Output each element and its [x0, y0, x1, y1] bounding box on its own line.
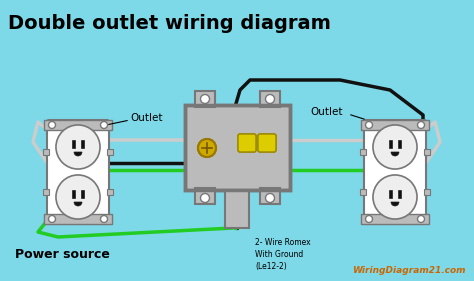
Bar: [72, 140, 75, 148]
Bar: [43, 149, 49, 155]
Wedge shape: [391, 152, 399, 156]
Bar: [424, 189, 430, 195]
Bar: [195, 91, 215, 107]
Bar: [195, 188, 215, 204]
Circle shape: [365, 216, 373, 223]
Bar: [360, 149, 366, 155]
Bar: [107, 149, 113, 155]
Bar: [44, 120, 112, 130]
Circle shape: [100, 121, 108, 128]
FancyBboxPatch shape: [258, 134, 276, 152]
Circle shape: [198, 139, 216, 157]
Bar: [107, 189, 113, 195]
Circle shape: [418, 121, 425, 128]
Wedge shape: [74, 202, 82, 206]
Wedge shape: [391, 202, 399, 206]
Bar: [361, 214, 429, 224]
Bar: [424, 149, 430, 155]
Circle shape: [56, 125, 100, 169]
Circle shape: [373, 125, 417, 169]
Wedge shape: [74, 152, 82, 156]
Bar: [81, 190, 84, 198]
Text: Power source: Power source: [15, 248, 110, 260]
Bar: [185, 105, 290, 190]
FancyBboxPatch shape: [364, 120, 426, 224]
Bar: [361, 120, 429, 130]
Bar: [185, 105, 290, 190]
Bar: [72, 190, 75, 198]
Bar: [81, 140, 84, 148]
Bar: [360, 189, 366, 195]
Circle shape: [418, 216, 425, 223]
Circle shape: [265, 94, 274, 103]
Circle shape: [365, 121, 373, 128]
Bar: [260, 188, 280, 204]
Bar: [43, 189, 49, 195]
Circle shape: [48, 121, 55, 128]
Bar: [44, 214, 112, 224]
FancyBboxPatch shape: [47, 120, 109, 224]
Circle shape: [265, 194, 274, 203]
FancyBboxPatch shape: [238, 134, 256, 152]
Text: WiringDiagram21.com: WiringDiagram21.com: [353, 266, 466, 275]
Text: Outlet: Outlet: [310, 107, 343, 117]
Circle shape: [100, 216, 108, 223]
Bar: [389, 190, 392, 198]
Circle shape: [201, 194, 210, 203]
Text: Double outlet wiring diagram: Double outlet wiring diagram: [8, 14, 331, 33]
Bar: [398, 190, 401, 198]
Bar: [389, 140, 392, 148]
Bar: [260, 91, 280, 107]
Circle shape: [56, 175, 100, 219]
Circle shape: [373, 175, 417, 219]
Bar: [398, 140, 401, 148]
Text: Outlet: Outlet: [130, 113, 163, 123]
Circle shape: [48, 216, 55, 223]
Bar: [225, 190, 249, 228]
FancyBboxPatch shape: [238, 134, 256, 152]
Text: 2- Wire Romex
With Ground
(Le12-2): 2- Wire Romex With Ground (Le12-2): [255, 238, 310, 271]
Circle shape: [198, 139, 216, 157]
FancyBboxPatch shape: [258, 134, 276, 152]
Circle shape: [201, 94, 210, 103]
